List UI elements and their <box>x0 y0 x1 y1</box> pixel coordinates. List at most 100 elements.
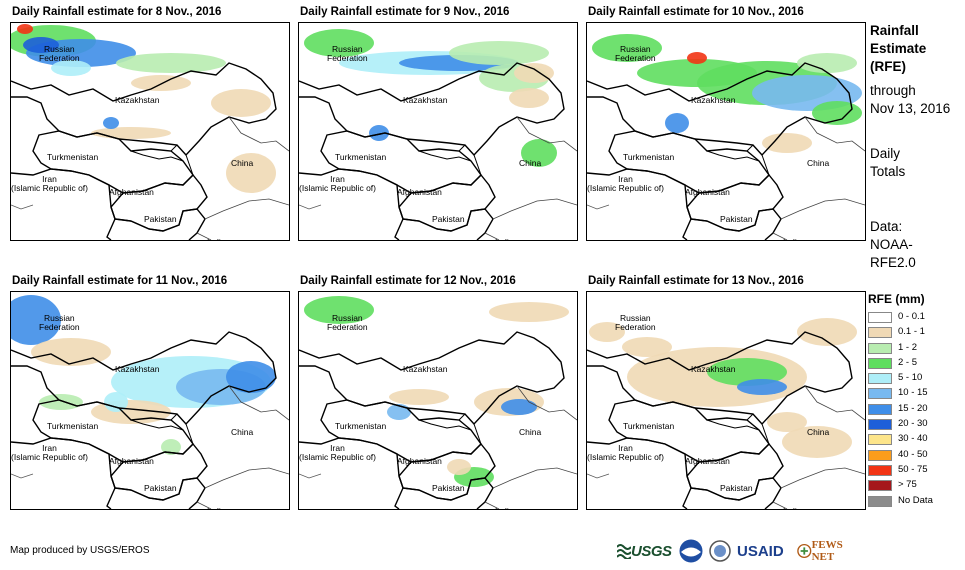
legend-swatch <box>868 403 892 415</box>
rainfall-map-panel: Daily Rainfall estimate for 8 Nov., 2016… <box>10 6 290 256</box>
legend-swatch <box>868 434 892 446</box>
country-label-india: India <box>783 238 801 241</box>
country-label-afghanistan: Afghanistan <box>397 456 442 466</box>
legend-swatch <box>868 342 892 354</box>
country-label-pakistan: Pakistan <box>432 214 465 224</box>
map-svg <box>587 34 865 240</box>
rain-area <box>51 60 91 76</box>
country-label-iran: Iran (Islamic Republic of) <box>587 174 664 193</box>
rain-area <box>11 295 61 345</box>
country-label-china: China <box>807 158 830 168</box>
legend-title: RFE (mm) <box>868 292 925 306</box>
country-label-turkmenistan: Turkmenistan <box>623 421 675 431</box>
country-label-china: China <box>231 158 254 168</box>
country-label-turkmenistan: Turkmenistan <box>335 421 387 431</box>
rain-area <box>514 63 554 83</box>
country-label-russia: Russian Federation <box>327 44 368 63</box>
country-label-kazakhstan: Kazakhstan <box>403 95 448 105</box>
rain-area <box>161 439 181 455</box>
legend-item: 40 - 50 <box>868 448 928 463</box>
map-svg <box>587 318 865 509</box>
rainfall-map-panel: Daily Rainfall estimate for 12 Nov., 201… <box>298 275 578 525</box>
rain-area <box>589 322 625 342</box>
country-label-kazakhstan: Kazakhstan <box>403 364 448 374</box>
legend-label: 1 - 2 <box>898 341 918 353</box>
country-label-russia: Russian Federation <box>615 44 656 63</box>
legend-item: 0 - 0.1 <box>868 310 925 325</box>
legend-item: 30 - 40 <box>868 432 928 447</box>
rain-area <box>665 113 689 133</box>
usgs-logo: USGS <box>617 538 675 564</box>
country-label-afghanistan: Afghanistan <box>685 456 730 466</box>
legend-item: 5 - 10 <box>868 371 925 386</box>
legend-swatch <box>868 388 892 400</box>
rain-area <box>509 88 549 108</box>
noaa-logo <box>679 538 705 564</box>
rainfall-map-panel: Daily Rainfall estimate for 11 Nov., 201… <box>10 275 290 525</box>
map-svg <box>11 24 289 240</box>
country-label-turkmenistan: Turkmenistan <box>335 152 387 162</box>
country-label-iran: Iran (Islamic Republic of) <box>299 443 376 462</box>
panel-title: Daily Rainfall estimate for 11 Nov., 201… <box>12 275 228 287</box>
country-label-pakistan: Pakistan <box>720 483 753 493</box>
legend-item: No Data <box>868 494 933 509</box>
country-label-china: China <box>231 427 254 437</box>
legend-swatch <box>868 449 892 461</box>
rainfall-map-panel: Daily Rainfall estimate for 9 Nov., 2016… <box>298 6 578 256</box>
country-label-iran: Iran (Islamic Republic of) <box>11 443 88 462</box>
country-label-kazakhstan: Kazakhstan <box>115 95 160 105</box>
country-label-turkmenistan: Turkmenistan <box>47 152 99 162</box>
period-text: through Nov 13, 2016 <box>870 83 951 116</box>
legend-item: 1 - 2 <box>868 341 925 356</box>
totals-text: Daily Totals <box>870 146 906 179</box>
country-label-china: China <box>807 427 830 437</box>
country-label-turkmenistan: Turkmenistan <box>47 421 99 431</box>
rain-area <box>782 426 852 458</box>
rain-area <box>304 29 374 57</box>
panel-title: Daily Rainfall estimate for 12 Nov., 201… <box>300 275 516 287</box>
country-label-afghanistan: Afghanistan <box>109 187 154 197</box>
rain-area <box>226 153 276 193</box>
rain-area <box>39 394 83 410</box>
map-frame: Russian Federation Kazakhstan Turkmenistan… <box>10 291 290 510</box>
legend-item: 20 - 30 <box>868 417 928 432</box>
legend-label: 40 - 50 <box>898 448 928 460</box>
country-label-kazakhstan: Kazakhstan <box>115 364 160 374</box>
rain-area <box>687 52 707 64</box>
country-label-turkmenistan: Turkmenistan <box>623 152 675 162</box>
rain-area <box>521 139 557 167</box>
rain-area <box>389 389 449 405</box>
country-label-india: India <box>207 507 225 510</box>
legend-label: 2 - 5 <box>898 356 918 368</box>
legend-item: 0.1 - 1 <box>868 325 925 340</box>
legend-item: > 75 <box>868 478 925 493</box>
rain-area <box>131 75 191 91</box>
country-label-kazakhstan: Kazakhstan <box>691 95 736 105</box>
rain-area <box>116 53 226 73</box>
rain-area <box>797 53 857 73</box>
country-label-india: India <box>207 238 225 241</box>
country-label-russia: Russian Federation <box>327 313 368 332</box>
country-label-russia: Russian Federation <box>615 313 656 332</box>
rain-area <box>447 459 471 475</box>
legend-swatch <box>868 419 892 431</box>
rain-area <box>369 125 389 141</box>
dos-seal-logo <box>709 538 733 564</box>
country-label-china: China <box>519 158 542 168</box>
country-label-russia: Russian Federation <box>39 313 80 332</box>
map-frame: Russian Federation Kazakhstan Turkmenistan… <box>10 22 290 241</box>
map-frame: Russian Federation Kazakhstan Turkmenistan… <box>298 22 578 241</box>
rain-area <box>449 41 549 65</box>
legend-label: 0 - 0.1 <box>898 311 925 322</box>
country-label-kazakhstan: Kazakhstan <box>691 364 736 374</box>
panel-title: Daily Rainfall estimate for 8 Nov., 2016 <box>12 6 222 18</box>
country-label-afghanistan: Afghanistan <box>397 187 442 197</box>
rain-area <box>812 101 862 125</box>
data-source-text: Data: NOAA- RFE2.0 <box>870 219 916 270</box>
rain-area <box>304 296 374 324</box>
legend-swatch <box>868 480 892 492</box>
country-label-pakistan: Pakistan <box>144 214 177 224</box>
legend-swatch <box>868 357 892 369</box>
legend-item: 2 - 5 <box>868 356 925 371</box>
legend-label: 15 - 20 <box>898 402 928 414</box>
